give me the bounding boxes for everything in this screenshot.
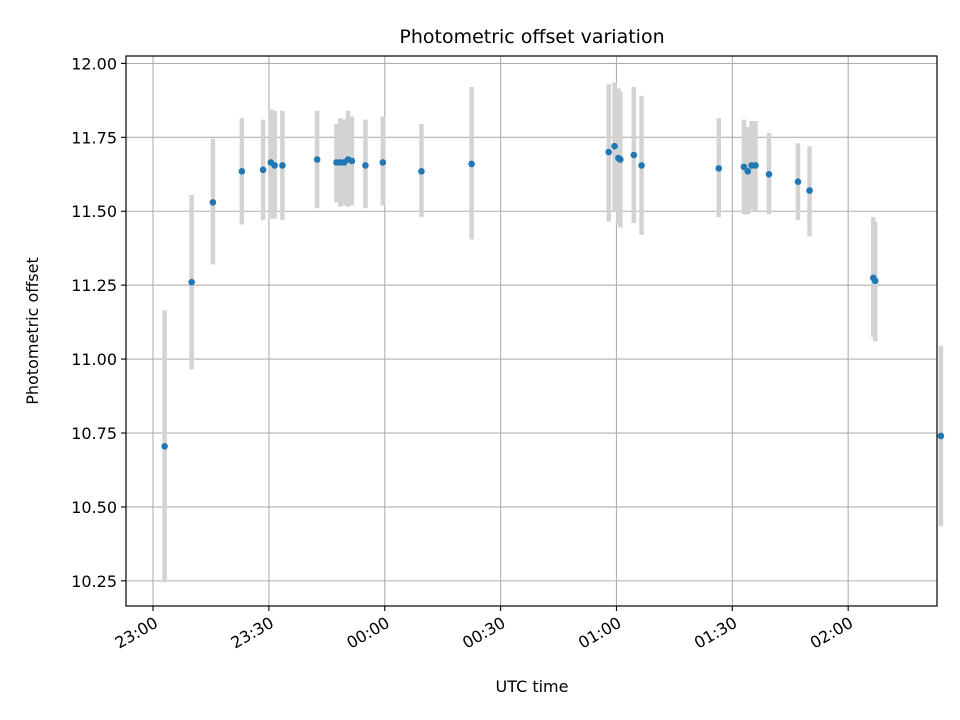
y-axis: 10.25 10.50 10.75 11.00 11.25 11.50 11.75 12.00 bbox=[71, 54, 126, 591]
data-point bbox=[752, 162, 759, 169]
data-point bbox=[617, 156, 624, 163]
y-tick-label: 11.25 bbox=[71, 276, 117, 295]
y-tick-label: 11.00 bbox=[71, 350, 117, 369]
data-point bbox=[715, 165, 723, 172]
y-tick-label: 11.50 bbox=[71, 202, 117, 221]
data-point bbox=[871, 277, 879, 285]
y-tick-label: 12.00 bbox=[71, 54, 117, 73]
data-point bbox=[605, 148, 613, 156]
data-point bbox=[362, 162, 369, 169]
data-point bbox=[313, 156, 321, 163]
y-tick-label: 10.75 bbox=[71, 424, 117, 443]
y-tick-label: 11.75 bbox=[71, 128, 117, 147]
data-point bbox=[611, 142, 618, 150]
data-point bbox=[468, 160, 475, 168]
data-point bbox=[630, 151, 638, 159]
x-axis-label: UTC time bbox=[496, 677, 569, 696]
chart-title: Photometric offset variation bbox=[399, 26, 664, 48]
data-points bbox=[161, 142, 945, 450]
y-tick-label: 10.50 bbox=[71, 498, 117, 517]
data-point bbox=[188, 278, 195, 286]
data-point bbox=[348, 157, 356, 165]
y-tick-label: 10.25 bbox=[71, 572, 117, 591]
data-point bbox=[744, 168, 752, 175]
data-point bbox=[740, 163, 748, 171]
plot-frame bbox=[125, 55, 938, 607]
data-point bbox=[271, 162, 278, 169]
grid bbox=[126, 56, 937, 606]
data-point bbox=[209, 199, 217, 206]
data-point bbox=[937, 432, 945, 440]
data-point bbox=[259, 166, 267, 174]
data-point bbox=[638, 162, 645, 169]
data-point bbox=[794, 178, 802, 185]
data-point bbox=[279, 162, 286, 169]
data-point bbox=[418, 168, 425, 175]
data-point bbox=[161, 443, 168, 450]
data-point bbox=[379, 159, 387, 166]
data-point bbox=[765, 170, 773, 178]
data-point bbox=[806, 187, 813, 194]
data-point bbox=[238, 168, 246, 175]
y-axis-label: Photometric offset bbox=[23, 257, 42, 405]
